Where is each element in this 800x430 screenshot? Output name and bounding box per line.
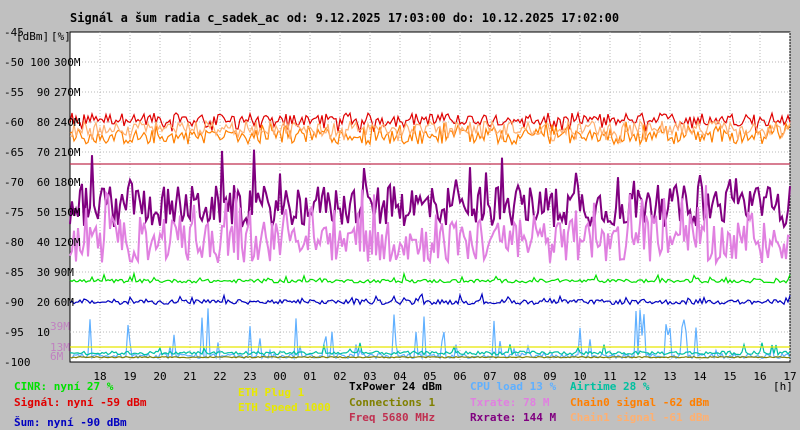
legend-item: CINR: nyní 27 %: [14, 380, 114, 393]
series-line-chain1-signal: [69, 119, 791, 144]
y-tick-dbm: -60: [4, 116, 24, 129]
series-line-airtime: [70, 342, 791, 357]
y-tick-dbm: -75: [4, 206, 24, 219]
series-line-cpu-load: [69, 308, 791, 361]
y-tick-pct: 30: [37, 266, 50, 279]
y-tick-rate-small: 39M: [50, 320, 70, 333]
x-tick-label: 08: [513, 370, 526, 383]
y-tick-dbm: -100: [4, 356, 31, 369]
x-tick-label: 20: [153, 370, 166, 383]
axis-labels: 18 19 20 21 22 23 00 01 02 03 04 05 06 07 08 09 10 11 12 13…: [4, 26, 797, 383]
series-line-sign-l: [69, 110, 791, 133]
y-tick-dbm: -50: [4, 56, 24, 69]
legend-item: Freq 5680 MHz: [349, 411, 435, 424]
y-tick-rate-small: 6M: [50, 350, 64, 363]
y-tick-rate: 120M: [54, 236, 81, 249]
y-tick-dbm: -65: [4, 146, 24, 159]
x-tick-label: 22: [213, 370, 226, 383]
x-tick-label: 02: [333, 370, 346, 383]
x-tick-label: 23: [243, 370, 256, 383]
series-line-rxrate: [69, 149, 791, 230]
x-tick-label: 01: [303, 370, 316, 383]
y-tick-pct: 20: [37, 296, 50, 309]
y-tick-pct: 60: [37, 176, 50, 189]
y-tick-rate: 300M: [54, 56, 81, 69]
y-tick-pct: 10: [37, 326, 50, 339]
y-tick-pct: 70: [37, 146, 50, 159]
y-tick-rate: 240M: [54, 116, 81, 129]
unit-pct-label: [%]: [51, 30, 71, 43]
y-tick-rate: 180M: [54, 176, 81, 189]
x-tick-label: 13: [663, 370, 676, 383]
y-tick-pct: 100: [30, 56, 50, 69]
legend-item: TxPower 24 dBm: [349, 380, 442, 393]
x-tick-label: 15: [723, 370, 736, 383]
unit-dbm-label: [dBm]: [16, 30, 49, 43]
x-tick-label: 09: [543, 370, 556, 383]
legend-item: Chain1 signal -61 dBm: [570, 411, 709, 424]
x-tick-label: 04: [393, 370, 407, 383]
legend-item: Txrate: 78 M: [470, 396, 550, 409]
series-line-txrate: [69, 185, 791, 267]
y-tick-rate: 150M: [54, 206, 81, 219]
y-tick-dbm: -95: [4, 326, 24, 339]
x-tick-label: 03: [363, 370, 376, 383]
legend-item: Connections 1: [349, 396, 435, 409]
x-tick-label: 19: [123, 370, 136, 383]
y-tick-dbm: -45: [4, 26, 24, 39]
x-tick-label: 18: [93, 370, 106, 383]
x-tick-label: 12: [633, 370, 646, 383]
y-tick-rate: 60M: [54, 296, 74, 309]
legend-item: Šum: nyní -90 dBm: [14, 416, 127, 429]
x-tick-label: 07: [483, 370, 496, 383]
series-lines: [69, 110, 791, 361]
y-tick-pct: 50: [37, 206, 50, 219]
y-tick-pct: 80: [37, 116, 50, 129]
legend-item: CPU load 13 %: [470, 380, 556, 393]
legend-item: Airtime 28 %: [570, 380, 650, 393]
x-tick-label: 10: [573, 370, 586, 383]
chart-title: Signál a šum radia c_sadek_ac od: 9.12.2…: [70, 11, 619, 26]
x-tick-label: 00: [273, 370, 286, 383]
y-tick-dbm: -90: [4, 296, 24, 309]
legend: CINR: nyní 27 % Signál: nyní -59 dBm Šum: …: [14, 380, 709, 429]
y-tick-pct: 90: [37, 86, 50, 99]
y-tick-dbm: -85: [4, 266, 24, 279]
x-tick-label: 21: [183, 370, 196, 383]
legend-item: Rxrate: 144 M: [470, 411, 556, 424]
y-tick-rate: 90M: [54, 266, 74, 279]
legend-item: Chain0 signal -62 dBm: [570, 396, 709, 409]
y-tick-rate: 210M: [54, 146, 81, 159]
series-line-connections: [69, 355, 791, 359]
y-tick-dbm: -70: [4, 176, 24, 189]
x-tick-label: 05: [423, 370, 436, 383]
y-tick-dbm: -55: [4, 86, 24, 99]
legend-item: Signál: nyní -59 dBm: [14, 396, 147, 409]
y-tick-rate-small: 13M: [50, 341, 70, 354]
x-tick-label: 17: [783, 370, 796, 383]
x-tick-label: 11: [603, 370, 616, 383]
legend-item: ETH Plug 1: [238, 386, 305, 399]
x-unit-label: [h]: [773, 380, 793, 393]
series-line--um: [69, 291, 791, 306]
y-tick-pct: 40: [37, 236, 50, 249]
x-tick-label: 16: [753, 370, 766, 383]
series-line-cinr: [69, 271, 791, 284]
y-tick-rate: 270M: [54, 86, 81, 99]
legend-item: ETH Speed 1000: [238, 401, 331, 414]
x-tick-label: 06: [453, 370, 466, 383]
y-tick-dbm: -80: [4, 236, 24, 249]
x-tick-label: 14: [693, 370, 707, 383]
